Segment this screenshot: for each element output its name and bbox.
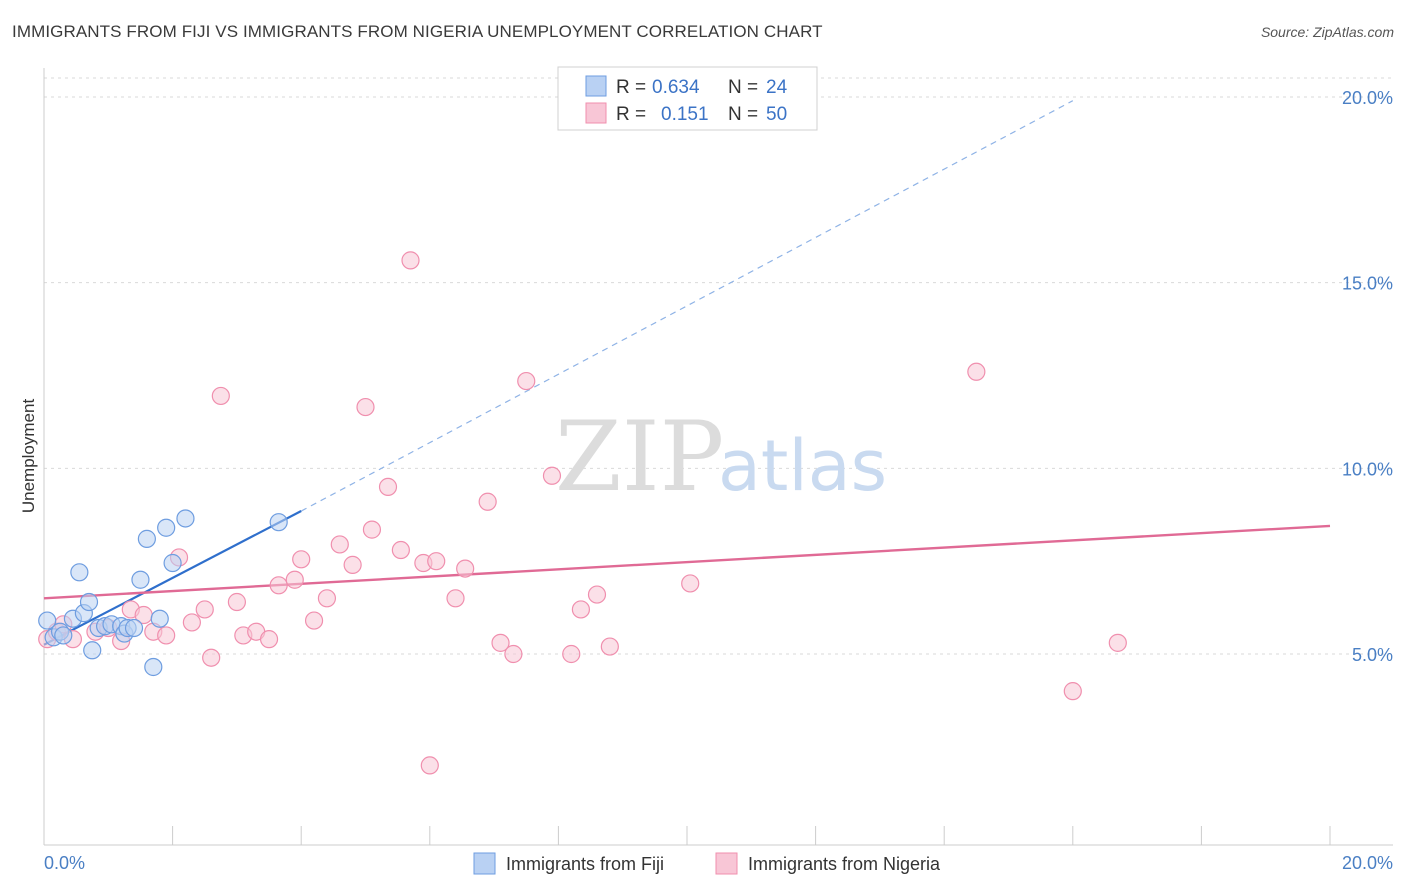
y-axis-title: Unemployment bbox=[19, 399, 38, 514]
bottom-legend-swatch-nigeria bbox=[715, 852, 738, 875]
point-fiji-20 bbox=[163, 553, 182, 573]
point-nigeria-13 bbox=[195, 600, 214, 619]
point-fiji-19 bbox=[157, 518, 176, 537]
y-tick-label-1: 10.0% bbox=[1342, 459, 1393, 479]
legend-r-value-nigeria: 0.151 bbox=[661, 104, 709, 125]
point-nigeria-19 bbox=[259, 630, 279, 649]
point-nigeria-14 bbox=[202, 648, 221, 667]
bottom-legend-swatch-fiji bbox=[473, 852, 496, 875]
axes bbox=[43, 68, 1393, 846]
bottom-legend: Immigrants from Fiji Immigrants from Nig… bbox=[473, 852, 941, 875]
point-nigeria-10 bbox=[157, 626, 176, 645]
point-nigeria-44 bbox=[587, 585, 607, 604]
point-nigeria-22 bbox=[292, 550, 311, 569]
point-nigeria-29 bbox=[378, 477, 398, 496]
legend-swatch-fiji bbox=[585, 75, 607, 97]
point-nigeria-34 bbox=[427, 552, 446, 571]
point-nigeria-38 bbox=[491, 633, 510, 652]
y-tick-label-2: 15.0% bbox=[1342, 274, 1393, 294]
point-fiji-17 bbox=[144, 657, 163, 677]
point-nigeria-16 bbox=[227, 592, 246, 612]
point-fiji-22 bbox=[269, 513, 288, 532]
trend-lines bbox=[43, 100, 1331, 646]
point-fiji-0 bbox=[38, 611, 57, 630]
y-tick-label-3: 20.0% bbox=[1342, 88, 1393, 108]
chart-title: IMMIGRANTS FROM FIJI VS IMMIGRANTS FROM … bbox=[12, 22, 823, 41]
point-nigeria-37 bbox=[478, 492, 497, 511]
point-fiji-16 bbox=[137, 529, 156, 548]
point-nigeria-28 bbox=[362, 520, 382, 539]
legend-n-label-nigeria: N = bbox=[728, 104, 758, 125]
point-fiji-7 bbox=[83, 641, 102, 660]
legend-r-label-fiji: R = bbox=[616, 77, 646, 98]
trend-line-fiji bbox=[43, 510, 302, 646]
point-nigeria-27 bbox=[356, 397, 375, 417]
gridlines bbox=[44, 77, 1393, 655]
data-points bbox=[38, 251, 1127, 775]
bottom-legend-label-nigeria: Immigrants from Nigeria bbox=[748, 854, 941, 874]
trend-line-fiji-extension bbox=[300, 100, 1074, 512]
point-fiji-6 bbox=[79, 592, 99, 612]
x-tick-label-max: 20.0% bbox=[1342, 853, 1393, 873]
legend-r-label-nigeria: R = bbox=[616, 104, 646, 125]
point-nigeria-36 bbox=[456, 559, 475, 578]
point-fiji-23 bbox=[54, 626, 73, 645]
point-nigeria-42 bbox=[562, 644, 581, 664]
source-label: Source: ZipAtlas.com bbox=[1260, 24, 1394, 40]
point-nigeria-30 bbox=[391, 540, 410, 560]
point-nigeria-26 bbox=[343, 555, 362, 574]
point-nigeria-39 bbox=[504, 644, 523, 664]
y-tick-label-0: 5.0% bbox=[1352, 645, 1393, 665]
watermark-zip: ZIP bbox=[555, 401, 724, 513]
point-nigeria-45 bbox=[600, 637, 619, 656]
point-nigeria-48 bbox=[1063, 682, 1082, 701]
point-nigeria-40 bbox=[517, 371, 536, 391]
point-nigeria-24 bbox=[317, 589, 337, 608]
legend-swatch-nigeria bbox=[585, 102, 607, 124]
point-nigeria-49 bbox=[1108, 633, 1127, 652]
point-nigeria-15 bbox=[211, 386, 230, 406]
point-fiji-15 bbox=[131, 570, 150, 589]
point-nigeria-31 bbox=[401, 251, 420, 270]
point-nigeria-33 bbox=[420, 756, 439, 775]
point-nigeria-23 bbox=[304, 611, 324, 630]
point-fiji-21 bbox=[176, 509, 195, 528]
trend-line-nigeria bbox=[43, 524, 1331, 600]
watermark-atlas: atlas bbox=[718, 425, 887, 507]
top-legend: R = 0.634 N = 24 R = 0.151 N = 50 bbox=[557, 66, 818, 131]
point-fiji-18 bbox=[150, 609, 169, 628]
point-nigeria-41 bbox=[542, 466, 562, 485]
legend-n-value-nigeria: 50 bbox=[766, 104, 787, 125]
point-nigeria-46 bbox=[681, 574, 700, 593]
point-nigeria-25 bbox=[330, 535, 349, 554]
point-nigeria-43 bbox=[571, 600, 591, 619]
y-tick-labels: 5.0% 10.0% 15.0% 20.0% bbox=[1342, 88, 1393, 665]
legend-n-value-fiji: 24 bbox=[766, 77, 788, 98]
legend-n-label-fiji: N = bbox=[728, 77, 758, 98]
legend-r-value-fiji: 0.634 bbox=[652, 77, 700, 98]
point-nigeria-12 bbox=[182, 613, 201, 632]
point-nigeria-47 bbox=[967, 362, 986, 381]
x-tick-label-min: 0.0% bbox=[44, 853, 85, 873]
point-nigeria-21 bbox=[285, 570, 304, 589]
point-fiji-4 bbox=[70, 563, 89, 582]
bottom-legend-label-fiji: Immigrants from Fiji bbox=[506, 854, 664, 874]
point-nigeria-20 bbox=[269, 576, 288, 595]
point-nigeria-35 bbox=[446, 589, 465, 608]
point-fiji-14 bbox=[124, 618, 144, 638]
watermark: ZIP atlas bbox=[555, 401, 887, 513]
